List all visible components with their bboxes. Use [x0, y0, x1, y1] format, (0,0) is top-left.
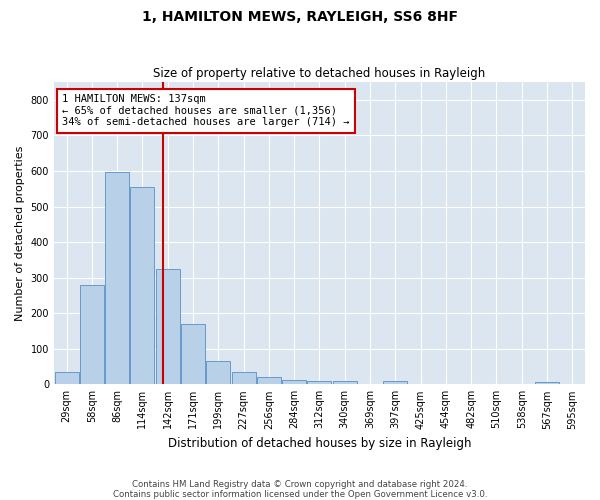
Text: Contains HM Land Registry data © Crown copyright and database right 2024.
Contai: Contains HM Land Registry data © Crown c…: [113, 480, 487, 499]
Bar: [282, 380, 306, 384]
Bar: [257, 377, 281, 384]
Bar: [232, 372, 256, 384]
X-axis label: Distribution of detached houses by size in Rayleigh: Distribution of detached houses by size …: [168, 437, 471, 450]
Bar: [130, 187, 154, 384]
Text: 1 HAMILTON MEWS: 137sqm
← 65% of detached houses are smaller (1,356)
34% of semi: 1 HAMILTON MEWS: 137sqm ← 65% of detache…: [62, 94, 349, 128]
Bar: [105, 172, 129, 384]
Bar: [535, 382, 559, 384]
Bar: [181, 324, 205, 384]
Y-axis label: Number of detached properties: Number of detached properties: [15, 146, 25, 321]
Bar: [206, 361, 230, 384]
Bar: [307, 382, 331, 384]
Bar: [156, 268, 180, 384]
Bar: [80, 284, 104, 384]
Text: 1, HAMILTON MEWS, RAYLEIGH, SS6 8HF: 1, HAMILTON MEWS, RAYLEIGH, SS6 8HF: [142, 10, 458, 24]
Bar: [333, 382, 357, 384]
Title: Size of property relative to detached houses in Rayleigh: Size of property relative to detached ho…: [154, 66, 485, 80]
Bar: [55, 372, 79, 384]
Bar: [383, 382, 407, 384]
